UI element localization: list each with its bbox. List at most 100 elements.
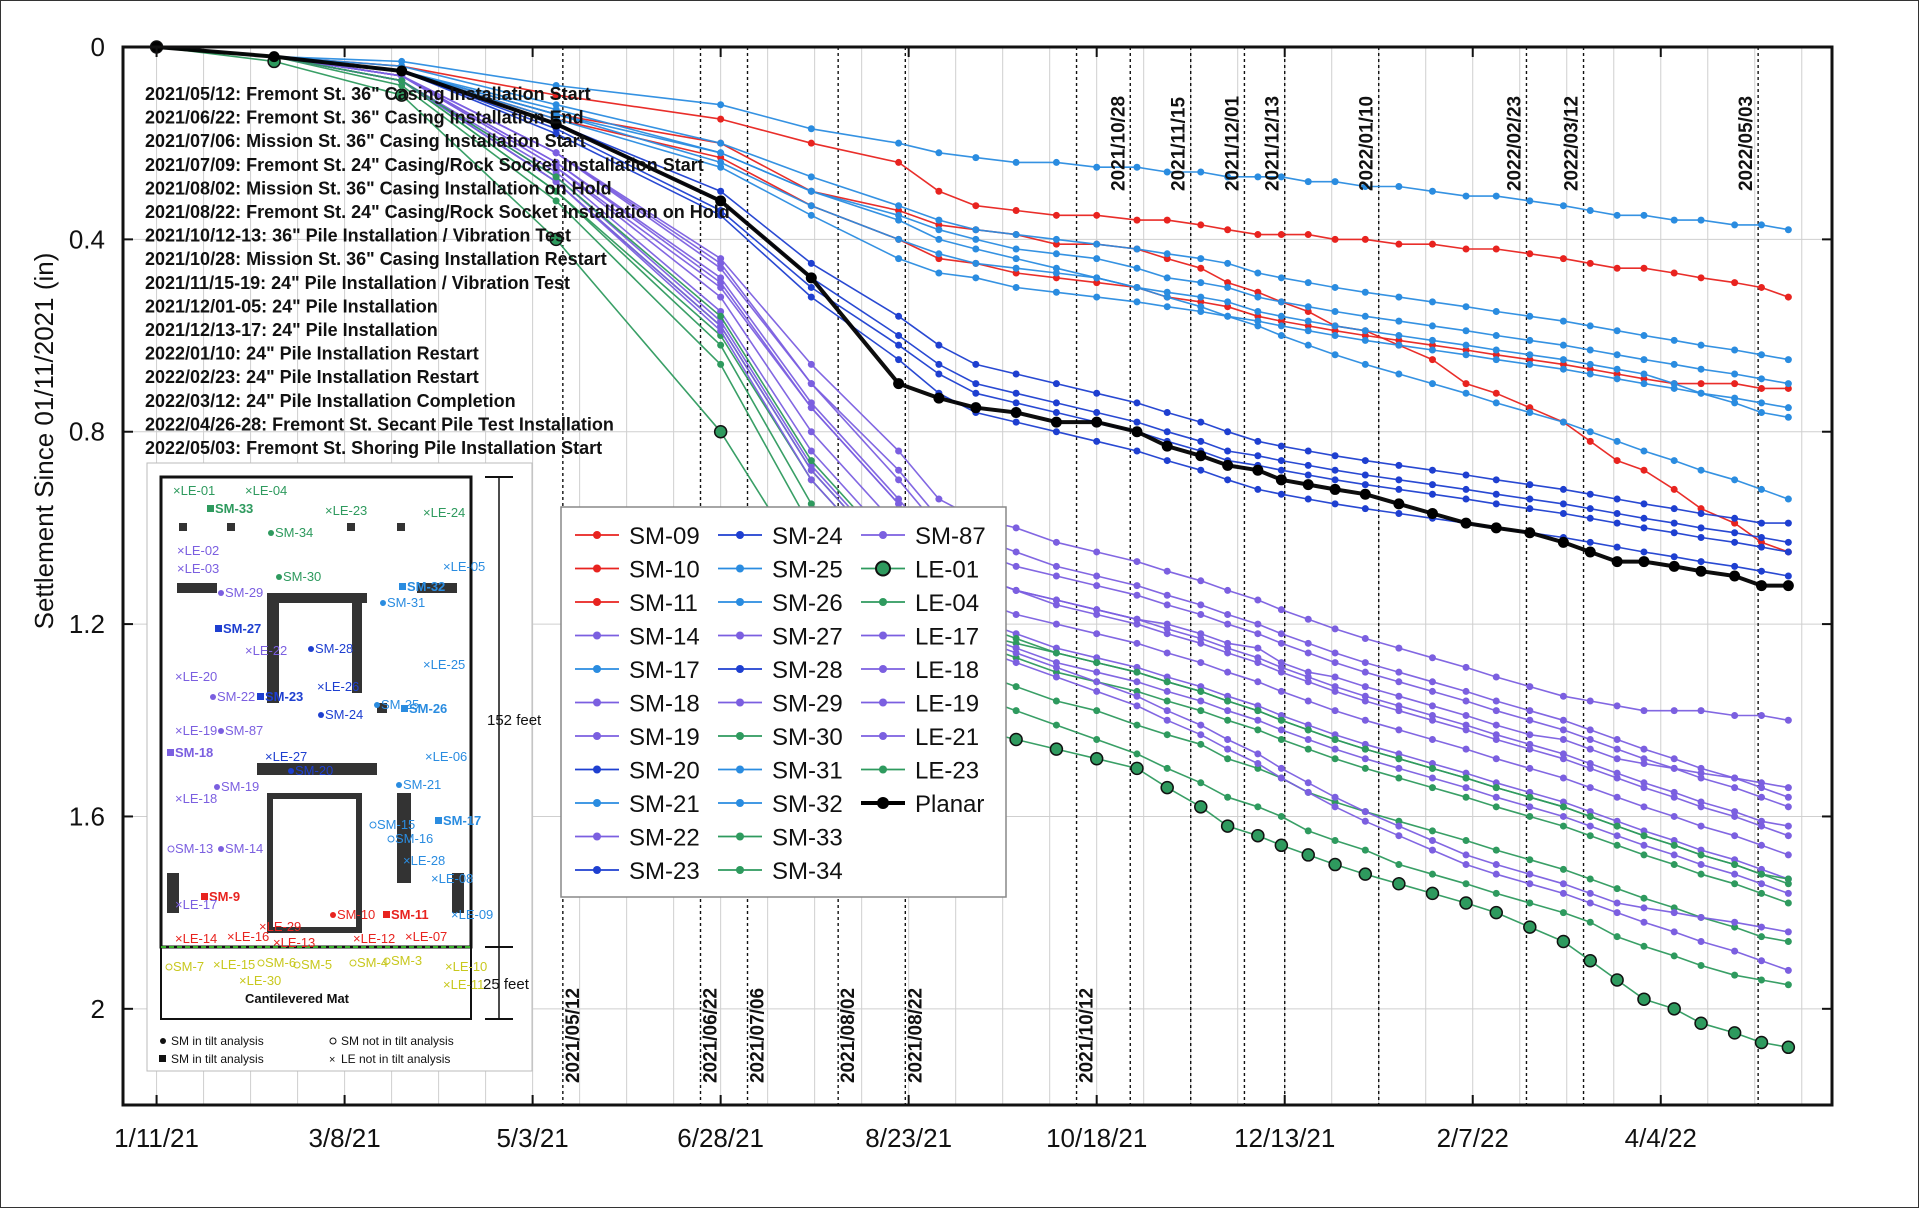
legend-label: SM-31: [772, 758, 843, 785]
data-point: [1304, 678, 1312, 686]
data-point: [1093, 255, 1101, 263]
data-point: [1670, 380, 1678, 388]
data-point: [1163, 764, 1171, 772]
data-point: [1462, 697, 1470, 705]
data-point: [1462, 471, 1470, 479]
data-point: [1559, 909, 1567, 917]
data-point: [1277, 663, 1285, 671]
data-point: [1670, 841, 1678, 849]
data-point: [1586, 514, 1594, 522]
data-point: [1331, 837, 1339, 844]
data-point: [1277, 317, 1285, 325]
data-point: [1428, 322, 1436, 330]
data-point: [1462, 726, 1470, 734]
y-tick-label: 0.8: [69, 417, 105, 447]
data-point: [552, 163, 560, 171]
legend-marker: [593, 531, 601, 539]
data-point: [1163, 630, 1171, 638]
data-point: [1640, 356, 1648, 364]
data-point: [1697, 524, 1705, 532]
event-date-label: 2021/10/12: [1077, 988, 1098, 1083]
data-point: [1526, 731, 1534, 739]
data-point: [1093, 606, 1101, 614]
plan-point-label: ×LE-09: [451, 907, 493, 922]
data-point: [1670, 909, 1678, 917]
data-point: [1304, 231, 1312, 239]
data-point: [807, 360, 815, 368]
y-tick-label: 1.6: [69, 801, 105, 831]
data-point: [1731, 514, 1739, 522]
data-point: [1697, 466, 1705, 474]
data-point: [1392, 877, 1406, 891]
data-point: [935, 226, 943, 234]
data-point: [895, 207, 903, 215]
data-point: [1331, 178, 1339, 186]
data-point: [1395, 461, 1403, 469]
data-point: [713, 424, 728, 439]
data-point: [1731, 394, 1739, 402]
data-point: [1697, 870, 1705, 878]
data-point: [935, 341, 943, 349]
data-point: [1757, 870, 1765, 878]
data-point: [1163, 428, 1171, 436]
data-point: [1526, 740, 1534, 748]
data-point: [1304, 726, 1312, 734]
data-point: [552, 173, 560, 181]
data-point: [1052, 250, 1060, 258]
data-point: [1559, 255, 1567, 263]
data-point: [1093, 163, 1101, 171]
data-point: [1670, 485, 1678, 493]
data-point: [1224, 428, 1232, 436]
data-point: [1670, 837, 1678, 844]
data-point: [1784, 875, 1792, 883]
data-point: [1583, 953, 1598, 968]
data-point: [1331, 283, 1339, 291]
data-point: [1395, 678, 1403, 686]
data-point: [1526, 351, 1534, 359]
data-point: [1331, 755, 1339, 763]
data-point: [1462, 721, 1470, 729]
data-point: [1526, 899, 1534, 907]
data-point: [1526, 505, 1534, 513]
data-point: [1640, 380, 1648, 388]
data-point: [1492, 889, 1500, 897]
data-point: [1093, 408, 1101, 416]
data-point: [1526, 404, 1534, 412]
data-point: [1640, 904, 1648, 912]
data-point: [1670, 851, 1678, 859]
event-date-label: 2021/11/15: [1169, 97, 1190, 191]
data-point: [895, 216, 903, 224]
plan-point-marker: [399, 583, 406, 590]
data-point: [1197, 293, 1205, 301]
data-point: [1613, 519, 1621, 527]
plan-point-label: SM-11: [391, 907, 429, 922]
data-point: [1559, 692, 1567, 700]
data-point: [1224, 793, 1232, 801]
data-point: [1052, 721, 1060, 729]
data-point: [1093, 240, 1101, 248]
data-point: [1331, 327, 1339, 335]
data-point: [717, 322, 725, 330]
plan-point-label: ×LE-11: [443, 977, 484, 992]
event-date-label: 2021/10/28: [1108, 96, 1129, 191]
data-point: [1331, 500, 1339, 508]
data-point: [1757, 384, 1765, 392]
y-tick-label: 1.2: [69, 609, 105, 639]
data-point: [1361, 697, 1369, 705]
data-point: [1492, 399, 1500, 407]
data-point: [1586, 832, 1594, 840]
plan-wall: [177, 583, 217, 593]
data-point: [1428, 341, 1436, 349]
data-point: [1784, 293, 1792, 301]
data-point: [1133, 639, 1141, 647]
data-point: [1586, 760, 1594, 768]
data-point: [1784, 716, 1792, 724]
plan-wall: [417, 583, 457, 593]
data-point: [1302, 479, 1314, 491]
data-point: [1012, 644, 1020, 652]
data-point: [1462, 769, 1470, 777]
data-point: [1613, 755, 1621, 763]
event-date-label: 2021/06/22: [701, 988, 722, 1083]
legend-box: [560, 506, 1007, 898]
data-point: [972, 259, 980, 267]
